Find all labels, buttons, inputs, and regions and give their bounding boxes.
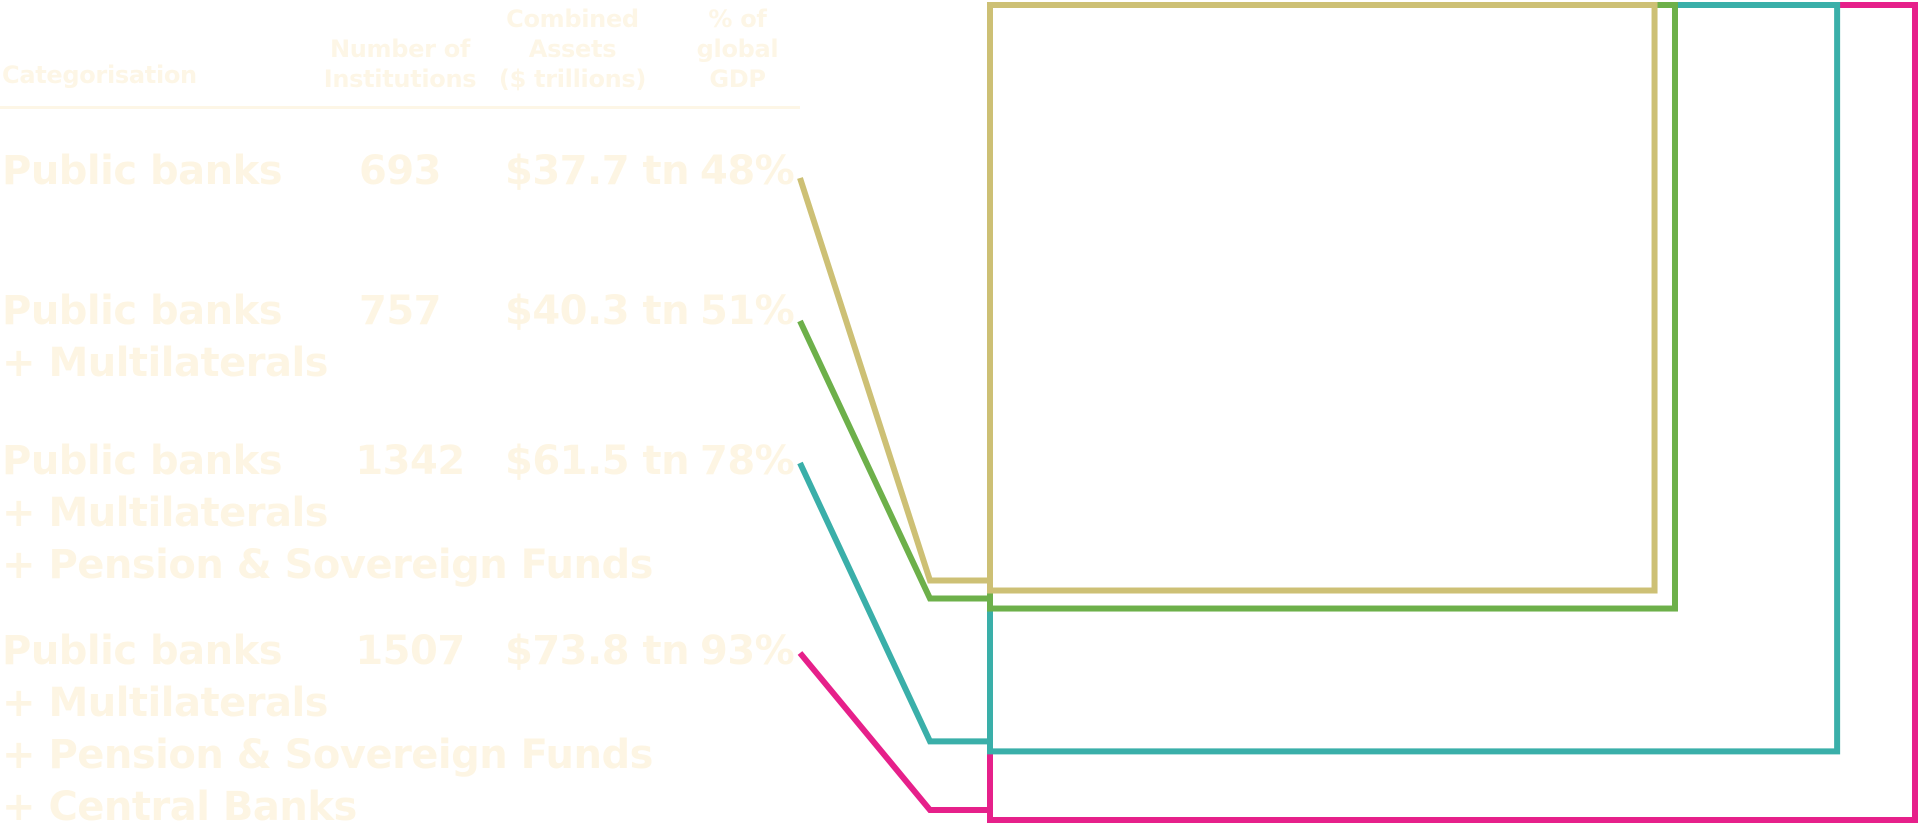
row-2-institutions: 757 <box>359 288 442 334</box>
header-combined-assets: Combined Assets ($ trillions) <box>498 5 647 93</box>
header-percent-global-gdp: % of global GDP <box>696 5 779 93</box>
row-1-gdp: 48% <box>700 148 795 194</box>
row-3-gdp: 78% <box>700 438 795 484</box>
row-4-gdp: 93% <box>700 628 795 674</box>
row-3-institutions: 1342 <box>355 438 465 484</box>
gdp-box-row-1 <box>987 2 1658 594</box>
row-2-category: Public banks + Multilaterals <box>2 288 328 386</box>
row-4-assets: $73.8 tn <box>505 628 690 674</box>
connector-row-3 <box>797 461 990 745</box>
header-divider <box>0 106 800 109</box>
connector-row-1 <box>797 177 990 584</box>
row-3-assets: $61.5 tn <box>505 438 690 484</box>
row-1-assets: $37.7 tn <box>505 148 690 194</box>
row-3-category: Public banks + Multilaterals + Pension &… <box>2 438 653 588</box>
header-categorisation: Categorisation <box>2 61 197 89</box>
row-2-gdp: 51% <box>700 288 795 334</box>
row-4-institutions: 1507 <box>355 628 465 674</box>
gdp-box-row-3 <box>987 2 1841 755</box>
row-4-category: Public banks + Multilaterals + Pension &… <box>2 628 653 830</box>
row-2-assets: $40.3 tn <box>505 288 690 334</box>
connector-row-2 <box>797 319 990 602</box>
gdp-box-row-4 <box>987 2 1918 823</box>
row-1-institutions: 693 <box>359 148 442 194</box>
gdp-box-row-2 <box>987 2 1678 612</box>
row-1-category: Public banks <box>2 148 283 194</box>
header-number-of-institutions: Number of Institutions <box>323 35 477 93</box>
connector-row-4 <box>797 651 990 813</box>
